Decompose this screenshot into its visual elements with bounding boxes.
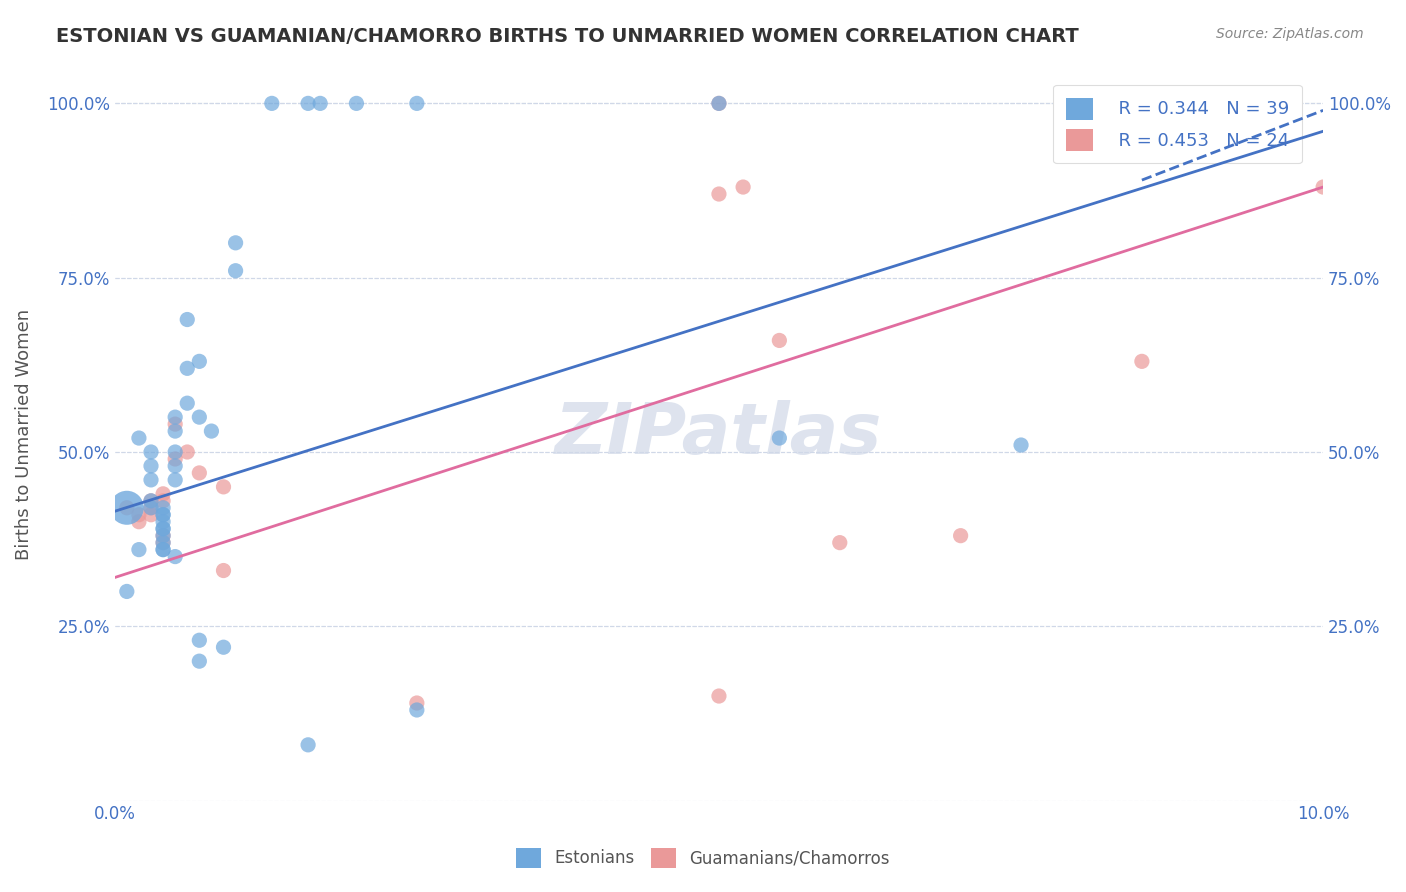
Point	[152, 508, 174, 522]
Point	[768, 431, 790, 445]
Point	[297, 96, 319, 111]
Point	[139, 493, 162, 508]
Point	[152, 535, 174, 549]
Point	[176, 396, 198, 410]
Point	[165, 445, 187, 459]
Point	[188, 410, 211, 425]
Text: ZIPatlas: ZIPatlas	[555, 401, 883, 469]
Point	[152, 515, 174, 529]
Point	[212, 564, 235, 578]
Point	[733, 180, 755, 194]
Point	[405, 703, 427, 717]
Point	[1010, 438, 1032, 452]
Point	[115, 500, 138, 515]
Point	[115, 584, 138, 599]
Point	[139, 473, 162, 487]
Point	[188, 466, 211, 480]
Point	[139, 500, 162, 515]
Point	[309, 96, 332, 111]
Point	[128, 508, 150, 522]
Point	[176, 445, 198, 459]
Point	[165, 410, 187, 425]
Point	[152, 542, 174, 557]
Point	[212, 640, 235, 655]
Point	[188, 654, 211, 668]
Point	[139, 500, 162, 515]
Point	[165, 452, 187, 467]
Point	[707, 96, 730, 111]
Point	[152, 487, 174, 501]
Point	[165, 424, 187, 438]
Point	[707, 96, 730, 111]
Text: ESTONIAN VS GUAMANIAN/CHAMORRO BIRTHS TO UNMARRIED WOMEN CORRELATION CHART: ESTONIAN VS GUAMANIAN/CHAMORRO BIRTHS TO…	[56, 27, 1078, 45]
Point	[188, 354, 211, 368]
Point	[768, 334, 790, 348]
Point	[176, 361, 198, 376]
Legend:   R = 0.344   N = 39,   R = 0.453   N = 24: R = 0.344 N = 39, R = 0.453 N = 24	[1053, 85, 1302, 163]
Point	[165, 417, 187, 431]
Point	[212, 480, 235, 494]
Point	[165, 458, 187, 473]
Legend: Estonians, Guamanians/Chamorros: Estonians, Guamanians/Chamorros	[509, 841, 897, 875]
Point	[297, 738, 319, 752]
Point	[152, 529, 174, 543]
Point	[165, 549, 187, 564]
Point	[128, 515, 150, 529]
Point	[1312, 180, 1334, 194]
Point	[176, 312, 198, 326]
Point	[152, 522, 174, 536]
Y-axis label: Births to Unmarried Women: Births to Unmarried Women	[15, 309, 32, 560]
Point	[188, 633, 211, 648]
Text: Source: ZipAtlas.com: Source: ZipAtlas.com	[1216, 27, 1364, 41]
Point	[707, 187, 730, 202]
Point	[139, 493, 162, 508]
Point	[165, 473, 187, 487]
Point	[260, 96, 283, 111]
Point	[152, 493, 174, 508]
Point	[128, 431, 150, 445]
Point	[200, 424, 222, 438]
Point	[152, 529, 174, 543]
Point	[115, 500, 138, 515]
Point	[152, 542, 174, 557]
Point	[1130, 354, 1153, 368]
Point	[152, 500, 174, 515]
Point	[346, 96, 368, 111]
Point	[828, 535, 851, 549]
Point	[405, 96, 427, 111]
Point	[139, 508, 162, 522]
Point	[128, 542, 150, 557]
Point	[152, 535, 174, 549]
Point	[152, 508, 174, 522]
Point	[139, 445, 162, 459]
Point	[405, 696, 427, 710]
Point	[225, 235, 247, 250]
Point	[225, 263, 247, 277]
Point	[139, 458, 162, 473]
Point	[707, 689, 730, 703]
Point	[949, 529, 972, 543]
Point	[152, 522, 174, 536]
